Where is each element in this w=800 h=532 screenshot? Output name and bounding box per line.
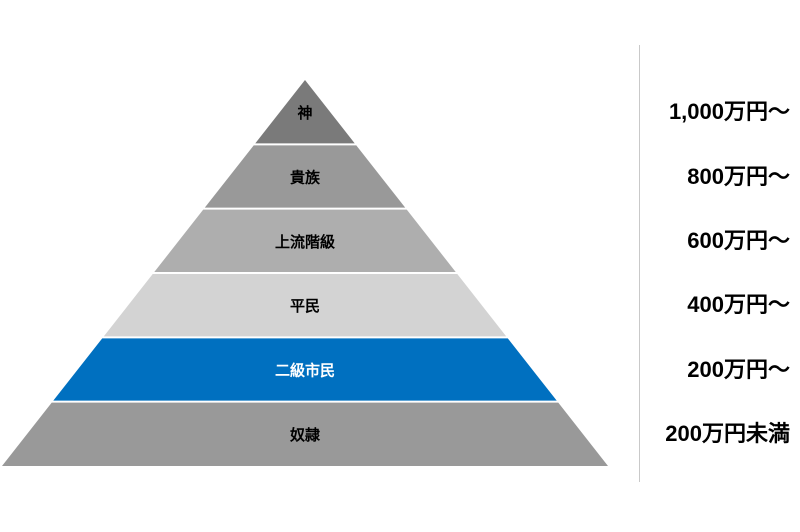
pyramid-level-6-label: 奴隷 [289, 426, 321, 444]
pyramid-level-6 [2, 402, 608, 466]
range-label-level-1: 1,000万円〜 [668, 99, 790, 124]
pyramid-level-5-label: 二級市民 [275, 362, 335, 380]
pyramid-level-2-label: 貴族 [290, 169, 321, 187]
pyramid-level-4-label: 平民 [290, 298, 320, 315]
range-label-level-3: 600万円〜 [687, 228, 790, 253]
pyramid-level-2 [204, 145, 406, 208]
range-label-level-2: 800万円〜 [687, 164, 790, 189]
range-label-level-6: 200万円未満 [665, 421, 790, 446]
range-label-level-4: 400万円〜 [687, 292, 790, 317]
pyramid-level-1-label: 神 [297, 104, 312, 122]
pyramid-level-5 [53, 338, 557, 401]
pyramid-level-3-label: 上流階級 [275, 233, 335, 251]
range-label-level-5: 200万円〜 [687, 357, 790, 382]
pyramid-level-1 [255, 80, 355, 144]
divider-line [639, 45, 640, 482]
pyramid-level-4 [103, 274, 507, 337]
pyramid-level-3 [154, 209, 456, 272]
